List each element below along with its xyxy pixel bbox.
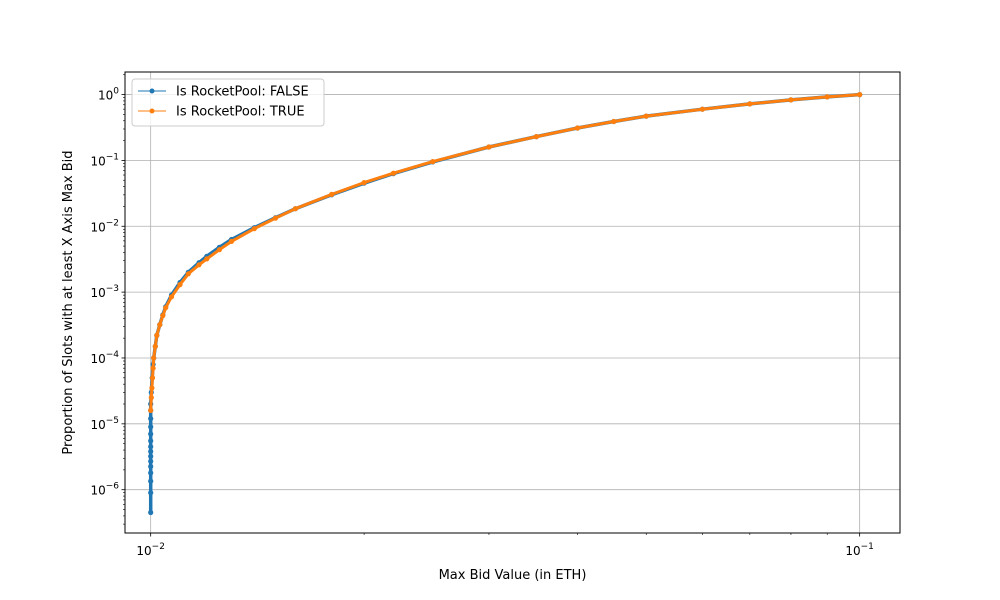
x-tick-label: 10−2	[136, 542, 165, 558]
legend-marker-true	[149, 108, 155, 114]
data-point	[486, 144, 492, 150]
axis-ticks: 10−2 10−1 10−6 10−5 10−4 10−3 10−2 10−1 100	[90, 74, 874, 558]
data-point	[148, 448, 154, 455]
data-point	[430, 159, 436, 165]
data-point	[148, 458, 154, 464]
data-point	[148, 509, 154, 516]
data-point	[329, 191, 335, 197]
data-point	[204, 256, 210, 262]
data-point	[611, 118, 617, 125]
data-point	[148, 438, 154, 444]
data-point	[643, 113, 649, 119]
legend-label-true: Is RocketPool: TRUE	[176, 105, 305, 120]
data-point	[148, 424, 154, 430]
data-point	[216, 247, 222, 253]
data-point	[152, 343, 158, 349]
data-point	[150, 365, 156, 371]
data-point	[185, 271, 191, 277]
data-point	[157, 322, 163, 328]
data-point	[148, 478, 154, 484]
data-point	[163, 305, 169, 311]
data-point	[824, 94, 830, 100]
y-tick-label: 10−1	[90, 152, 119, 168]
series-layer	[148, 92, 863, 516]
data-point	[699, 106, 706, 112]
data-point	[148, 490, 154, 496]
y-tick-label: 10−5	[90, 416, 119, 432]
y-tick-label: 10−4	[90, 350, 119, 366]
data-point	[788, 97, 794, 103]
data-point	[148, 416, 154, 422]
data-point	[148, 395, 154, 401]
data-point	[148, 470, 154, 476]
data-point	[272, 215, 279, 221]
data-point	[390, 170, 396, 176]
data-point	[151, 355, 157, 361]
data-point	[533, 134, 540, 140]
legend-label-false: Is RocketPool: FALSE	[176, 85, 309, 100]
series-1	[148, 92, 863, 413]
data-point	[148, 431, 154, 437]
data-point	[160, 313, 166, 319]
data-point	[148, 444, 154, 450]
y-axis-label: Proportion of Slots with at least X Axis…	[61, 150, 76, 454]
x-axis-label: Max Bid Value (in ETH)	[439, 568, 587, 583]
data-point	[251, 226, 257, 232]
y-tick-label: 10−3	[90, 284, 119, 300]
data-point	[148, 453, 154, 459]
data-point	[361, 180, 367, 186]
y-tick-label: 100	[98, 87, 119, 103]
legend: Is RocketPool: FALSE Is RocketPool: TRUE	[131, 78, 325, 127]
y-tick-label: 10−6	[90, 482, 119, 498]
data-point	[747, 101, 753, 107]
legend-box	[131, 78, 325, 127]
data-point	[177, 282, 183, 288]
data-point	[574, 125, 581, 131]
legend-marker-false	[149, 88, 155, 94]
data-point	[149, 385, 155, 391]
y-tick-label: 10−2	[90, 218, 119, 234]
data-point	[196, 262, 202, 268]
plot-background	[125, 72, 900, 533]
data-point	[857, 92, 863, 98]
data-point	[148, 463, 154, 470]
data-point	[148, 407, 154, 413]
data-point	[154, 332, 160, 338]
data-point	[168, 294, 175, 300]
data-point	[228, 238, 235, 244]
data-point	[149, 375, 156, 381]
data-point	[292, 206, 298, 212]
x-tick-label: 10−1	[845, 542, 874, 558]
